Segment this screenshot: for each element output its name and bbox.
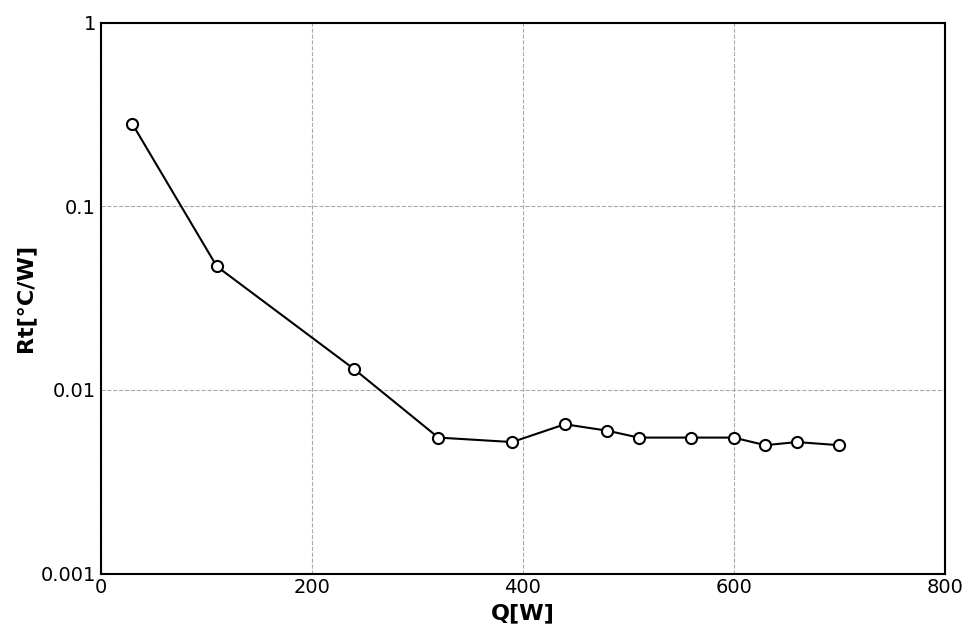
X-axis label: Q[W]: Q[W]: [490, 603, 554, 623]
Y-axis label: Rt[°C/W]: Rt[°C/W]: [15, 244, 35, 352]
